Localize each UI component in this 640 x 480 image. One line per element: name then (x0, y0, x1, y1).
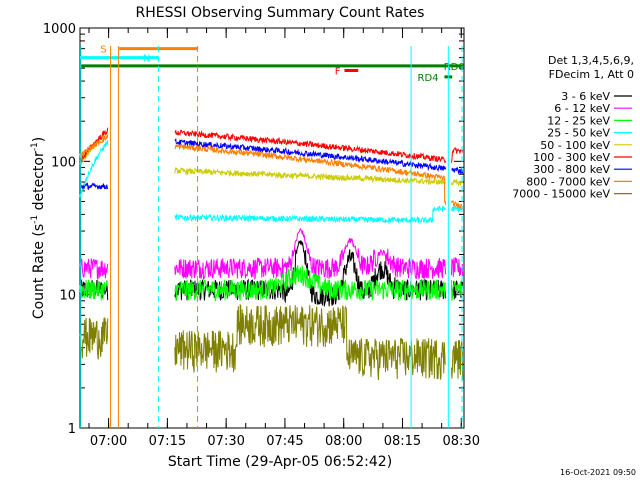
plot-frame (79, 27, 465, 429)
series-line (451, 147, 464, 163)
legend-label: 7000 - 15000 keV (512, 188, 610, 201)
x-tick-label: 08:00 (325, 434, 362, 449)
flag-label-f: F (335, 67, 341, 78)
series-line (174, 205, 447, 224)
series-line (174, 129, 447, 164)
series-line (451, 199, 464, 210)
legend: Det 1,3,4,5,6,9, FDecim 1, Att 0 3 - 6 k… (512, 54, 634, 201)
series-line (79, 258, 109, 280)
legend-label: 100 - 300 keV (533, 151, 610, 164)
legend-label: 25 - 50 keV (547, 127, 610, 140)
x-tick-label: 07:30 (207, 434, 244, 449)
series-line (451, 280, 464, 301)
legend-label: 50 - 100 keV (540, 139, 610, 152)
legend-label: 800 - 7000 keV (526, 175, 610, 188)
series-line (451, 178, 464, 186)
series-line (174, 227, 447, 281)
series-line (79, 317, 109, 360)
series-line (174, 138, 447, 172)
x-axis-label: Start Time (29-Apr-05 06:52:42) (168, 454, 392, 470)
series-line (79, 134, 109, 159)
x-tick-label: 07:45 (266, 434, 303, 449)
series-line (451, 204, 464, 213)
legend-label: 3 - 6 keV (561, 90, 610, 103)
series-line (79, 139, 109, 197)
series-line (451, 166, 464, 176)
chart-title: RHESSI Observing Summary Count Rates (136, 5, 425, 21)
flag-label-rd0: RD0 (444, 62, 465, 73)
series-line (174, 303, 446, 381)
x-tick-label: 08:30 (443, 434, 480, 449)
y-tick-label: 1000 (43, 22, 76, 37)
x-tick-label: 07:15 (149, 434, 186, 449)
flag-bars: S N F RD0 RD4 (80, 45, 465, 84)
y-tick-label: 1 (68, 422, 76, 437)
flag-label-s: S (100, 45, 106, 56)
timestamp: 16-Oct-2021 09:50 (560, 468, 636, 477)
legend-label: 300 - 800 keV (533, 163, 610, 176)
legend-header-1: Det 1,3,4,5,6,9, (548, 54, 634, 67)
flag-label-n: N (143, 54, 150, 65)
series-line (174, 166, 447, 186)
series-line (174, 143, 447, 205)
x-axis: 07:00 07:15 07:30 07:45 08:00 08:15 08:30 (88, 28, 480, 449)
y-tick-label: 100 (51, 155, 76, 170)
y-axis: 1 10 100 1000 (43, 22, 464, 437)
series-lines (79, 127, 464, 381)
legend-label: 6 - 12 keV (554, 102, 610, 115)
series-line (79, 182, 109, 191)
x-tick-label: 08:15 (384, 434, 421, 449)
y-tick-label: 10 (59, 289, 76, 304)
legend-header-2: FDecim 1, Att 0 (549, 68, 634, 81)
series-line (174, 265, 447, 302)
series-line (451, 340, 464, 380)
x-tick-label: 07:00 (90, 434, 127, 449)
legend-label: 12 - 25 keV (547, 114, 610, 127)
interval-lines (80, 46, 463, 428)
y-axis-label: Count Rate (s-1 detector-1) (30, 137, 47, 319)
series-line (451, 256, 464, 277)
flag-label-rd4: RD4 (418, 73, 439, 84)
series-line (79, 279, 109, 301)
